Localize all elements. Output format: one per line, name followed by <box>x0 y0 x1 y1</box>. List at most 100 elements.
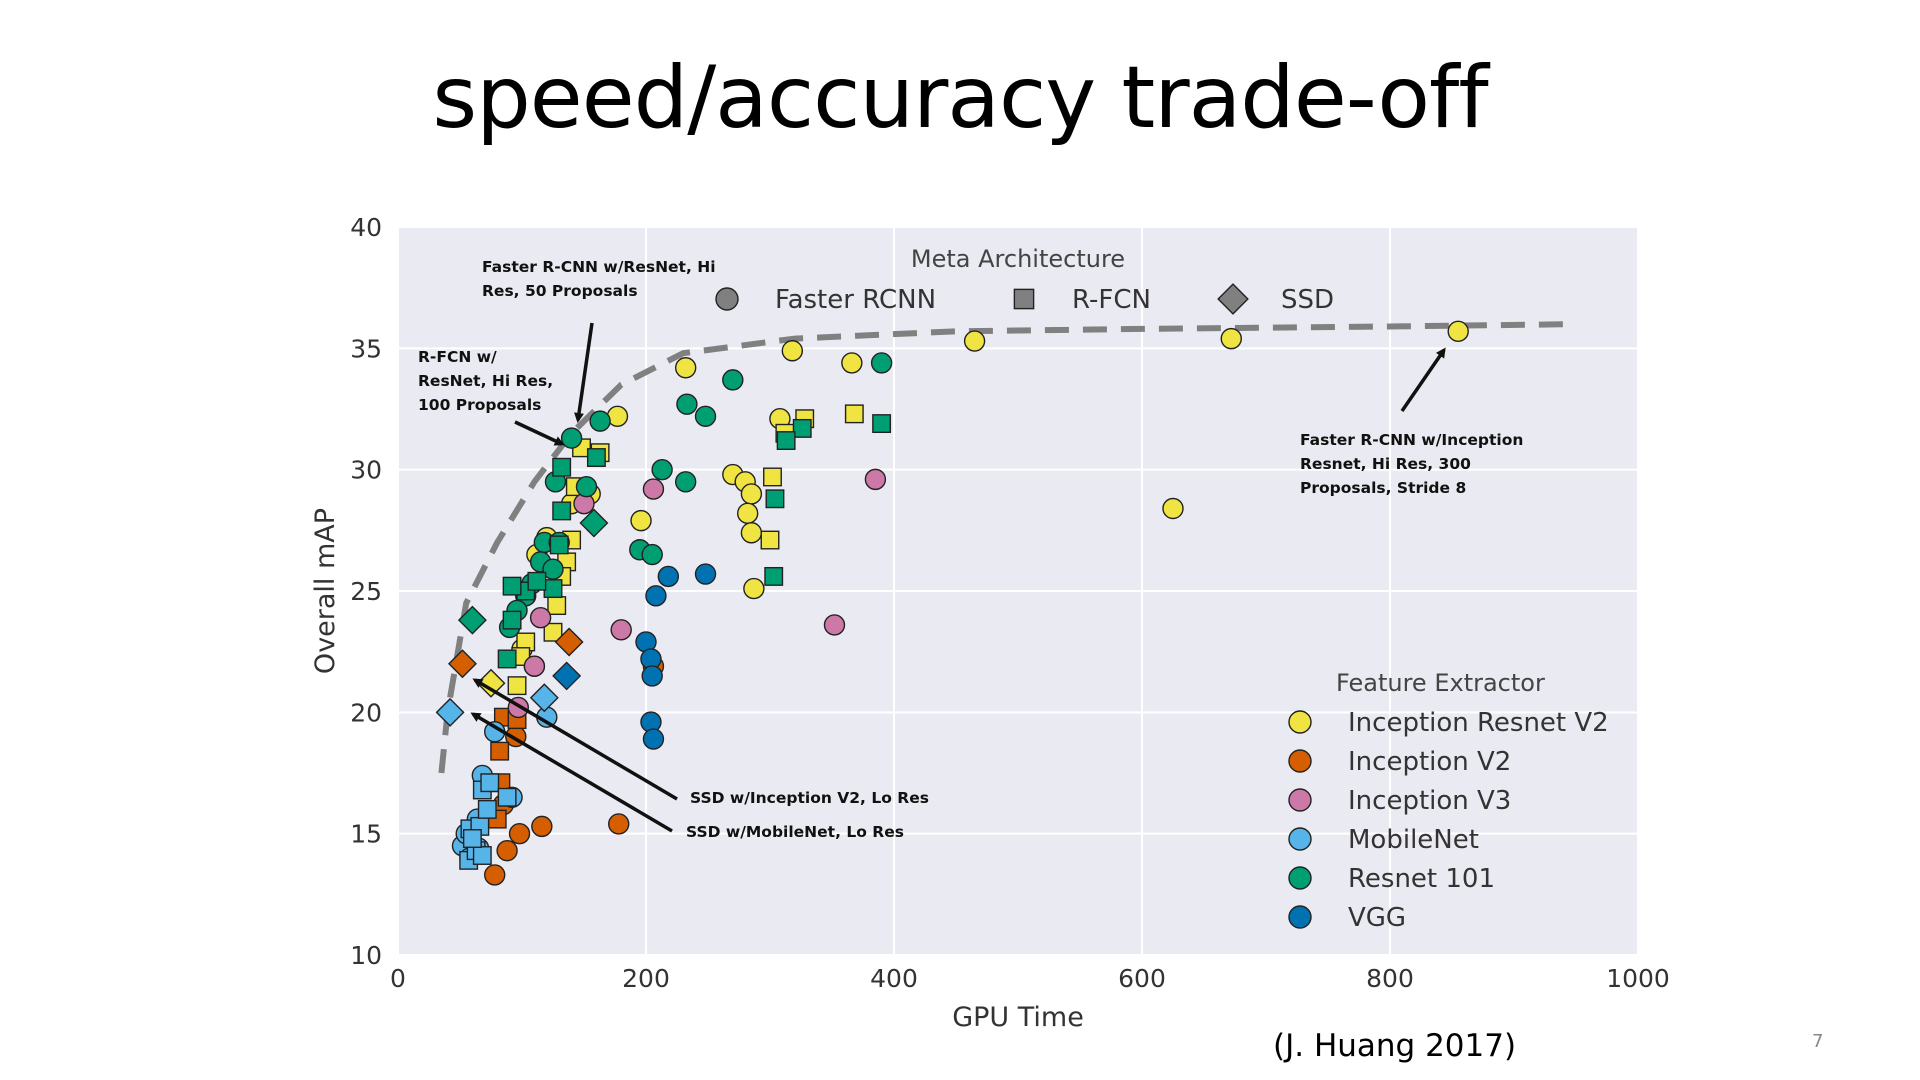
data-point <box>963 330 986 352</box>
series-resnet-101-r-fcn <box>497 414 892 669</box>
y-tick-label: 10 <box>350 941 382 970</box>
y-tick-label: 25 <box>350 577 382 606</box>
annotation-text: Res, 50 Proposals <box>482 282 638 300</box>
feature-legend-label: Inception V2 <box>1348 747 1511 777</box>
y-tick-label: 20 <box>350 698 382 727</box>
annotation-text: R-FCN w/ <box>418 348 497 366</box>
annotations: Faster R-CNN w/ResNet, Hi Res, 50 Proposa… <box>418 258 1523 841</box>
data-point <box>560 427 583 449</box>
annotation: SSD w/Inception V2, Lo Res <box>472 678 929 807</box>
legend-marker-circle <box>1288 905 1312 929</box>
data-point <box>765 489 785 509</box>
data-point <box>484 864 506 886</box>
x-tick-label: 800 <box>1366 964 1414 993</box>
feature-extractor-legend: Feature Extractor Inception Resnet V2 Ince… <box>1288 669 1609 933</box>
data-point <box>760 530 780 550</box>
data-point <box>554 627 584 657</box>
data-point <box>477 799 497 819</box>
y-tick-label: 30 <box>350 456 382 485</box>
grid <box>397 226 1639 956</box>
x-tick-label: 400 <box>870 964 918 993</box>
y-tick-label: 15 <box>350 820 382 849</box>
annotation-arrow <box>472 678 678 801</box>
annotation: Faster R-CNN w/Inception Resnet, Hi Res, … <box>1300 347 1523 497</box>
y-tick-label: 35 <box>350 334 382 363</box>
data-point <box>502 610 522 630</box>
data-point <box>740 483 763 505</box>
legend-marker-circle <box>1288 827 1312 851</box>
data-point <box>841 352 863 374</box>
data-point <box>844 404 864 424</box>
y-axis-label: Overall mAP <box>310 508 341 674</box>
feature-legend-label: Resnet 101 <box>1348 864 1495 894</box>
data-point <box>547 596 567 616</box>
feature-legend-label: Inception Resnet V2 <box>1348 708 1609 738</box>
data-point <box>740 522 763 544</box>
feature-legend-label: Inception V3 <box>1348 786 1511 816</box>
annotation-arrow <box>470 712 673 833</box>
feature-legend-title: Feature Extractor <box>1336 669 1545 697</box>
legend-marker-diamond <box>1217 283 1249 315</box>
legend-marker-circle <box>1288 788 1312 812</box>
data-point <box>641 665 663 687</box>
data-point <box>657 565 680 588</box>
data-point <box>543 579 563 599</box>
legend-marker-circle <box>715 287 739 311</box>
data-point <box>502 576 522 596</box>
tick-labels: 0 200 400 600 800 1000 10 15 20 25 30 35 40 <box>350 213 1670 993</box>
data-point <box>864 468 887 491</box>
annotation-arrow <box>514 420 565 446</box>
data-point <box>645 585 667 607</box>
meta-architecture-legend: Meta Architecture Faster RCNN R-FCN SSD <box>715 245 1334 315</box>
y-tick-label: 40 <box>350 213 382 242</box>
data-point <box>642 728 665 750</box>
data-point <box>722 369 744 391</box>
data-point <box>642 478 665 500</box>
annotation-text: SSD w/Inception V2, Lo Res <box>690 789 929 807</box>
data-point <box>608 813 630 835</box>
data-point <box>736 502 759 525</box>
data-point <box>497 649 517 669</box>
annotation-text: SSD w/MobileNet, Lo Res <box>686 823 904 841</box>
data-point <box>763 467 782 487</box>
series-vgg-ssd <box>552 661 582 691</box>
data-point <box>579 508 609 538</box>
data-point <box>529 606 552 629</box>
data-point <box>872 414 892 434</box>
data-points <box>435 320 1469 886</box>
data-point <box>472 846 492 865</box>
data-point <box>529 683 559 713</box>
data-point <box>507 676 527 696</box>
x-axis-label: GPU Time <box>952 1002 1084 1033</box>
annotation-arrow <box>1400 347 1446 412</box>
data-point <box>1447 320 1469 343</box>
data-point <box>676 393 698 415</box>
series-inception-v3-faster-rcnn <box>507 468 887 719</box>
data-point <box>457 605 487 635</box>
meta-legend-label: Faster RCNN <box>775 285 936 315</box>
data-point <box>543 622 563 642</box>
legend-marker-square <box>1013 288 1035 310</box>
data-point <box>674 357 697 379</box>
data-point <box>694 405 717 427</box>
data-point <box>764 566 784 586</box>
data-point <box>435 697 465 727</box>
x-tick-label: 0 <box>390 964 406 993</box>
data-point <box>575 475 598 498</box>
legend-marker-circle <box>1288 749 1312 773</box>
annotation-text: 100 Proposals <box>418 396 541 414</box>
data-point <box>1220 327 1242 350</box>
data-point <box>480 773 500 793</box>
slide-title: speed/accuracy trade-off <box>432 48 1488 148</box>
data-point <box>497 787 517 807</box>
legend-marker-circle <box>1288 866 1312 890</box>
legend-marker-circle <box>1288 710 1312 734</box>
feature-legend-label: MobileNet <box>1348 825 1479 855</box>
data-point <box>508 822 531 845</box>
data-point <box>674 471 697 493</box>
page-number: 7 <box>1812 1031 1824 1052</box>
data-point <box>743 577 765 600</box>
data-point <box>552 501 572 521</box>
data-point <box>490 741 510 761</box>
annotation: R-FCN w/ResNet, Hi Res, 100 Proposals <box>418 348 565 446</box>
